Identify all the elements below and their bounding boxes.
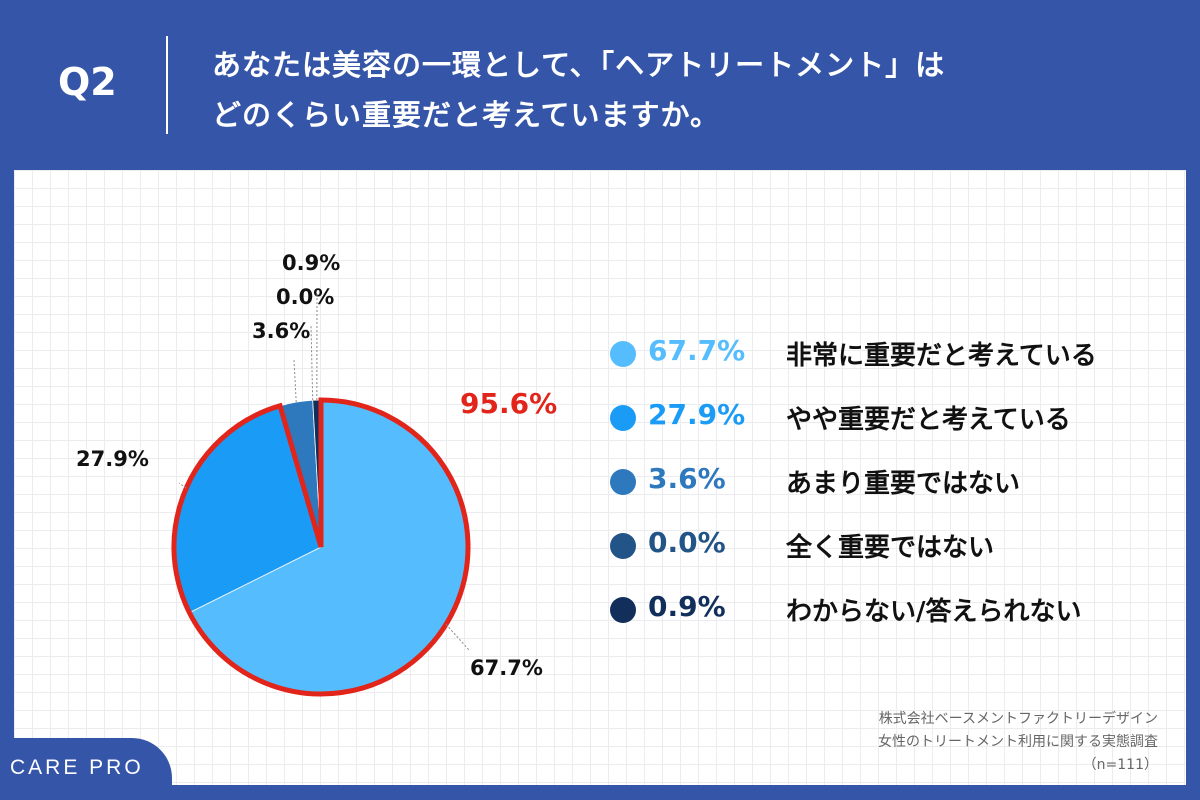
legend-value: 67.7%	[648, 334, 746, 367]
legend-label: 非常に重要だと考えている	[786, 341, 1097, 371]
question-text: あなたは美容の一環として、「ヘアトリートメント」は どのくらい重要だと考えていま…	[212, 40, 945, 140]
highlight-outline	[171, 397, 471, 697]
question-header: Q2 あなたは美容の一環として、「ヘアトリートメント」は どのくらい重要だと考え…	[0, 0, 1200, 170]
source-survey: 女性のトリートメント利用に関する実態調査	[878, 734, 1158, 750]
legend-label: 全く重要ではない	[786, 533, 995, 563]
legend-swatch	[610, 405, 636, 431]
question-number: Q2	[58, 60, 117, 104]
header-divider	[166, 36, 168, 134]
question-line-1: あなたは美容の一環として、「ヘアトリートメント」は	[212, 48, 946, 82]
legend-value: 27.9%	[648, 398, 746, 431]
brand-tab: CARE PRO	[0, 738, 172, 800]
legend-value: 0.9%	[648, 590, 726, 623]
legend-swatch	[610, 341, 636, 367]
chart-panel: 95.6% 67.7% 27.9% 3.6% 0.0% 0.9% 67.7% 非常に重要だ…	[14, 170, 1186, 785]
legend-swatch	[610, 469, 636, 495]
legend-value: 3.6%	[648, 462, 726, 495]
slice-value-label: 67.7%	[470, 656, 543, 680]
legend-label: やや重要だと考えている	[786, 405, 1071, 435]
legend-swatch	[610, 533, 636, 559]
legend-label: わからない/答えられない	[786, 597, 1082, 627]
pie-chart: 95.6% 67.7% 27.9% 3.6% 0.0% 0.9%	[76, 251, 557, 697]
highlight-total-label: 95.6%	[460, 387, 557, 420]
leader-line	[178, 482, 187, 489]
source-note: 株式会社ベースメントファクトリーデザイン 女性のトリートメント利用に関する実態調…	[878, 708, 1158, 777]
question-line-2: どのくらい重要だと考えていますか。	[212, 98, 720, 132]
legend-swatch	[610, 597, 636, 623]
legend-label: あまり重要ではない	[786, 469, 1021, 499]
legend-value: 0.0%	[648, 526, 726, 559]
slice-value-label: 3.6%	[252, 319, 310, 343]
leader-line	[445, 623, 470, 651]
source-company: 株式会社ベースメントファクトリーデザイン	[878, 711, 1158, 727]
source-sample-size: （n=111）	[1082, 757, 1158, 773]
leader-line	[293, 359, 297, 403]
slice-value-label: 0.9%	[282, 251, 340, 275]
slice-value-label: 27.9%	[76, 447, 149, 471]
leader-line	[310, 325, 314, 401]
slice-value-label: 0.0%	[276, 285, 334, 309]
brand-logo-text: CARE PRO	[10, 756, 144, 779]
